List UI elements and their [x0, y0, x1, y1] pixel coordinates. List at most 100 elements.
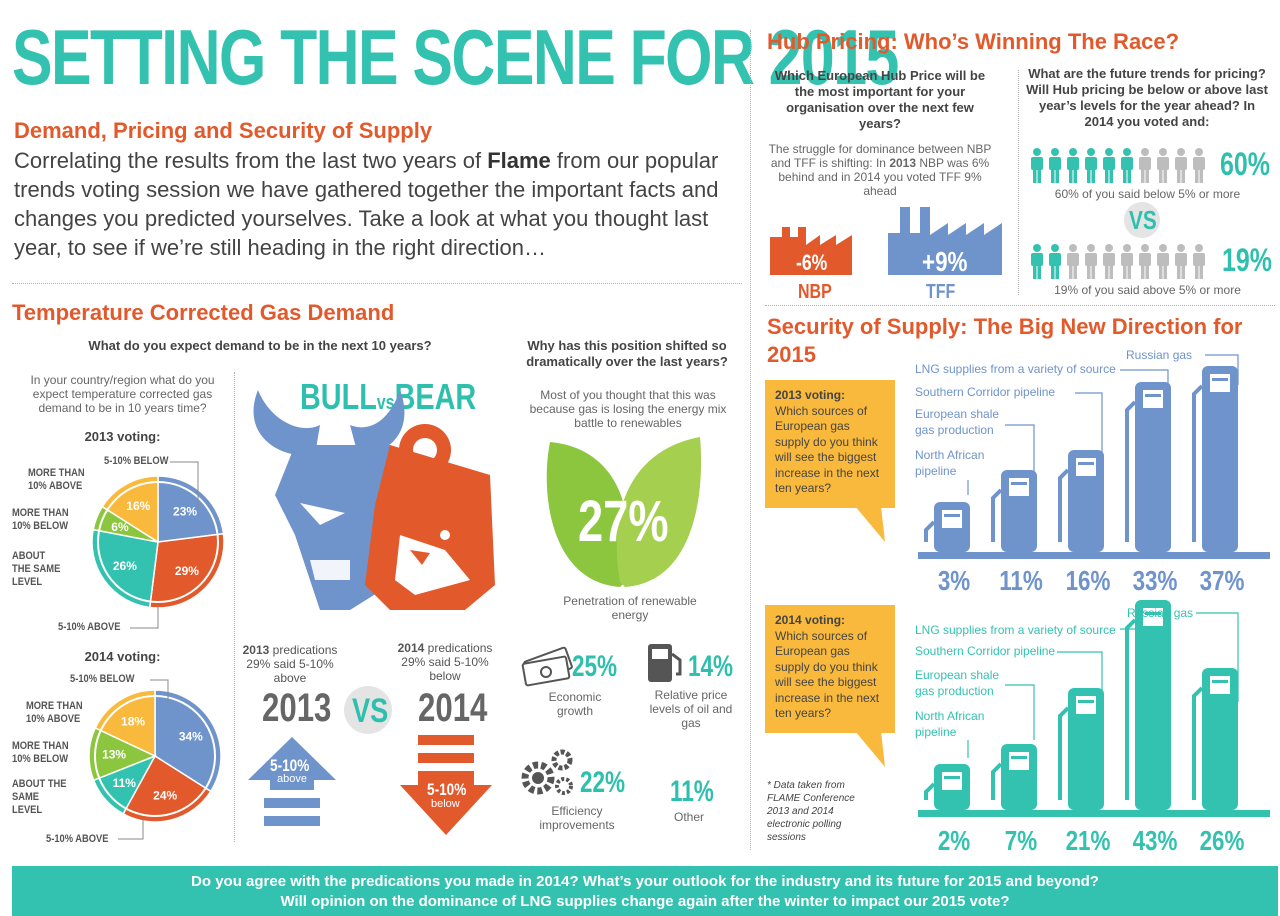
pred-2014-text3: below — [429, 669, 461, 683]
person-icon — [1139, 148, 1151, 183]
pie-ring — [97, 481, 219, 603]
nbp-factory-icon — [770, 227, 852, 275]
bar-value-label: 37% — [1200, 566, 1245, 597]
pie-2013: 23% 29% 26% 6% 16% — [91, 475, 225, 609]
money-icon — [521, 646, 573, 687]
pie2013-label-above: 5-10% ABOVE — [58, 621, 121, 633]
person-icon — [1103, 148, 1115, 183]
leaf-pct: 27% — [578, 489, 669, 554]
supply-bar-charts: 3% 11% 16% 33% 37% 2% 7% 21% 43% 26% — [918, 354, 1270, 857]
arrow-down-pct: 5-10% — [427, 780, 467, 799]
big-year-2013: 2013 — [262, 686, 332, 730]
bar-value-label: 26% — [1200, 826, 1245, 857]
pie-slice-label: 11% — [113, 776, 137, 790]
factory-icons — [770, 207, 1002, 275]
gas-pump-bar — [1058, 688, 1104, 810]
pie2014-label-more-above: MORE THAN 10% ABOVE — [26, 700, 83, 725]
person-icon — [1175, 244, 1187, 279]
people-row2-pct: 19% — [1222, 242, 1272, 278]
hub-struggle-end: NBP was 6% behind and in 2014 you voted … — [778, 156, 990, 198]
shift-label-economic: Economic growth — [548, 690, 602, 718]
tff-factory-icon — [888, 207, 1002, 275]
people-row2-caption: 19% of you said above 5% or more — [1054, 283, 1241, 297]
pie2014-label-above: 5-10% ABOVE — [46, 833, 109, 845]
pie2014-label-below: 5-10% BELOW — [70, 673, 135, 685]
footer-line-2: Will opinion on the dominance of LNG sup… — [280, 893, 1010, 910]
person-icon — [1103, 244, 1115, 279]
gas2013-north-african: North African pipeline — [915, 448, 985, 478]
pie-slice — [157, 475, 225, 543]
leader-line — [1005, 684, 1035, 740]
fuel-pump-icon — [648, 644, 682, 682]
person-icon — [1175, 148, 1187, 183]
bar-value-label: 33% — [1133, 566, 1178, 597]
bull-bear-illustration — [253, 390, 495, 610]
pred-2013-text3: above — [273, 671, 307, 685]
pie-leader-lines — [118, 461, 199, 840]
leader-line — [170, 461, 199, 510]
person-icon — [1157, 148, 1169, 183]
supply-title: Security of Supply: The Big New Directio… — [767, 314, 1243, 367]
divider — [765, 305, 1275, 306]
bubble-2014-title: 2014 voting: — [775, 613, 846, 627]
vs-word: vs — [376, 392, 395, 414]
bubble-2013-text: Which sources of European gas supply do … — [775, 403, 880, 496]
person-icon — [1157, 244, 1169, 279]
bull-vs-bear-title: BULLvsBEAR — [300, 376, 476, 418]
intro-flame: Flame — [487, 148, 551, 173]
pie-slice — [94, 689, 156, 758]
pie-slice — [101, 475, 159, 544]
leader-line — [150, 679, 169, 702]
person-icon — [1067, 244, 1079, 279]
shift-label-other: Other — [673, 810, 704, 824]
pie-slice-label: 29% — [175, 564, 199, 578]
bar-value-label: 43% — [1133, 826, 1178, 857]
person-icon — [1049, 244, 1061, 279]
arrow-down-word: below — [431, 798, 460, 810]
leader-line — [1205, 354, 1239, 385]
bear-word: BEAR — [394, 376, 477, 417]
vs-circle — [344, 686, 392, 734]
divider — [234, 372, 235, 842]
bar-value-label: 21% — [1066, 826, 1111, 857]
people-icons — [1031, 148, 1205, 183]
label-2014-voting: 2014 voting: — [84, 649, 161, 664]
gas2014-lng: LNG supplies from a variety of source — [915, 623, 1116, 637]
arrow-down-icon — [400, 735, 492, 835]
people-row-1 — [1031, 148, 1205, 183]
section-subtitle: Demand, Pricing and Security of Supply — [14, 118, 433, 143]
pie-ring — [94, 695, 216, 817]
hub-struggle: The struggle for dominance between NBP a… — [765, 142, 995, 198]
leader-line — [130, 606, 159, 629]
tff-label: TFF — [926, 281, 956, 303]
pred-2013-text2: 29% said 5-10% — [246, 657, 334, 671]
shift-label-price: Relative price levels of oil and gas — [649, 688, 733, 730]
hub-question-right: What are the future trends for pricing? … — [1026, 66, 1268, 129]
people-icons — [1031, 244, 1205, 279]
pie2013-label-below: 5-10% BELOW — [104, 455, 169, 467]
pie2013-label-same: ABOUT THE SAME LEVEL — [12, 550, 61, 588]
big-year-2014: 2014 — [418, 686, 488, 730]
pie-slice-label: 13% — [102, 748, 126, 762]
data-note: * Data taken from FLAME Conference 2013 … — [767, 780, 855, 843]
pred-2014-year: 2014 — [397, 641, 425, 655]
person-icon — [1139, 244, 1151, 279]
bar-value-label: 11% — [999, 566, 1043, 597]
bubble-tail — [855, 731, 885, 767]
label-2013-voting: 2013 voting: — [84, 429, 161, 444]
shift-question: Why has this position shifted so dramati… — [526, 338, 728, 369]
shift-pct-price: 14% — [688, 650, 734, 683]
leader-line — [1005, 424, 1035, 480]
bull-word: BULL — [300, 376, 377, 417]
shift-lead: Most of you thought that this was becaus… — [529, 388, 727, 430]
gas-pump-bar — [1058, 450, 1104, 552]
shift-pct-efficiency: 22% — [580, 766, 626, 799]
hub-vs-text: VS — [1129, 205, 1157, 235]
person-icon — [1049, 148, 1061, 183]
hub-struggle-year: 2013 — [889, 156, 917, 170]
people-row1-caption: 60% of you said below 5% or more — [1054, 187, 1241, 201]
pie-slice — [91, 528, 159, 609]
gas-pump-bar — [991, 744, 1037, 810]
pred-2014-text: 2014 predications 29% said 5-10% below — [395, 641, 495, 683]
gas2013-shale: European shale gas production — [915, 407, 1000, 437]
